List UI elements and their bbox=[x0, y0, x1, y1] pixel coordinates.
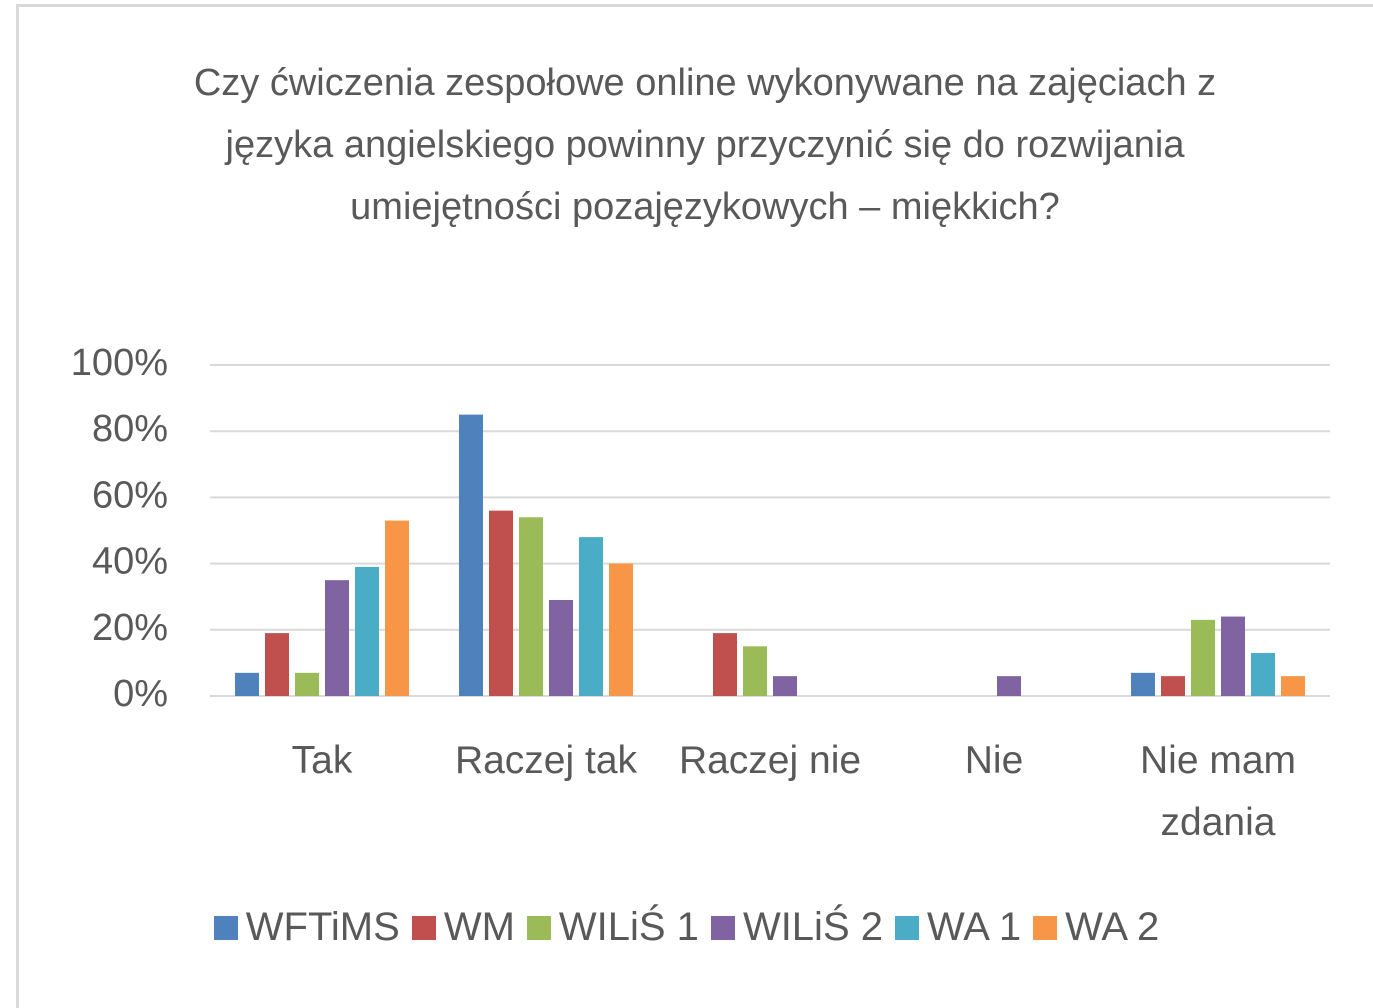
bar bbox=[235, 672, 259, 696]
bar bbox=[773, 676, 797, 696]
bar bbox=[579, 537, 603, 696]
legend-label: WILiŚ 2 bbox=[742, 905, 883, 949]
bar bbox=[1251, 652, 1275, 696]
legend-swatch bbox=[894, 915, 919, 940]
legend-label: WA 1 bbox=[926, 905, 1022, 949]
y-tick-label: 40% bbox=[92, 541, 168, 583]
legend-item: WILiŚ 1 bbox=[526, 905, 699, 950]
y-tick-label: 100% bbox=[71, 342, 168, 384]
legend-swatch bbox=[213, 915, 238, 940]
legend-item: WM bbox=[411, 905, 515, 950]
y-tick-label: 20% bbox=[92, 607, 168, 649]
legend-item: WFTiMS bbox=[213, 905, 400, 950]
y-tick-label: 80% bbox=[92, 408, 168, 450]
bar bbox=[549, 600, 573, 696]
bar bbox=[1131, 672, 1155, 696]
legend: WFTiMS WM WILiŚ 1 WILiŚ 2 WA 1 WA 2 bbox=[0, 905, 1373, 950]
x-tick-label: Raczej nie bbox=[678, 739, 862, 782]
bar bbox=[385, 520, 409, 696]
legend-swatch bbox=[710, 915, 735, 940]
bar bbox=[713, 633, 737, 696]
legend-swatch bbox=[1033, 915, 1058, 940]
legend-swatch bbox=[526, 915, 551, 940]
legend-item: WILiŚ 2 bbox=[710, 905, 883, 950]
bar bbox=[743, 646, 767, 696]
legend-label: WILiŚ 1 bbox=[558, 905, 699, 949]
bar bbox=[609, 563, 633, 696]
chart-title: Czy ćwiczenia zespołowe online wykonywan… bbox=[193, 62, 1217, 228]
y-tick-label: 0% bbox=[113, 673, 168, 715]
x-tick-label: Raczej tak bbox=[454, 739, 638, 782]
bar bbox=[997, 676, 1021, 696]
legend-label: WA 2 bbox=[1065, 905, 1160, 949]
y-tick-label: 60% bbox=[92, 474, 168, 516]
x-tick-label: Nie bbox=[964, 739, 1024, 782]
bar bbox=[325, 580, 349, 696]
legend-swatch bbox=[411, 915, 436, 940]
chart-frame bbox=[16, 4, 1373, 1008]
bar bbox=[519, 517, 543, 696]
bar bbox=[1221, 616, 1245, 696]
bar bbox=[459, 414, 483, 696]
bar bbox=[1161, 676, 1185, 696]
bar bbox=[355, 566, 379, 696]
bar bbox=[489, 510, 513, 696]
legend-item: WA 2 bbox=[1033, 905, 1159, 950]
x-tick-label: Nie mam zdania bbox=[1139, 739, 1297, 844]
legend-label: WM bbox=[443, 905, 515, 949]
legend-item: WA 1 bbox=[894, 905, 1022, 950]
bar bbox=[295, 672, 319, 696]
bar bbox=[265, 633, 289, 696]
x-tick-label: Tak bbox=[291, 739, 353, 782]
bar bbox=[1281, 676, 1305, 696]
bar bbox=[1191, 619, 1215, 696]
legend-label: WFTiMS bbox=[245, 905, 400, 949]
